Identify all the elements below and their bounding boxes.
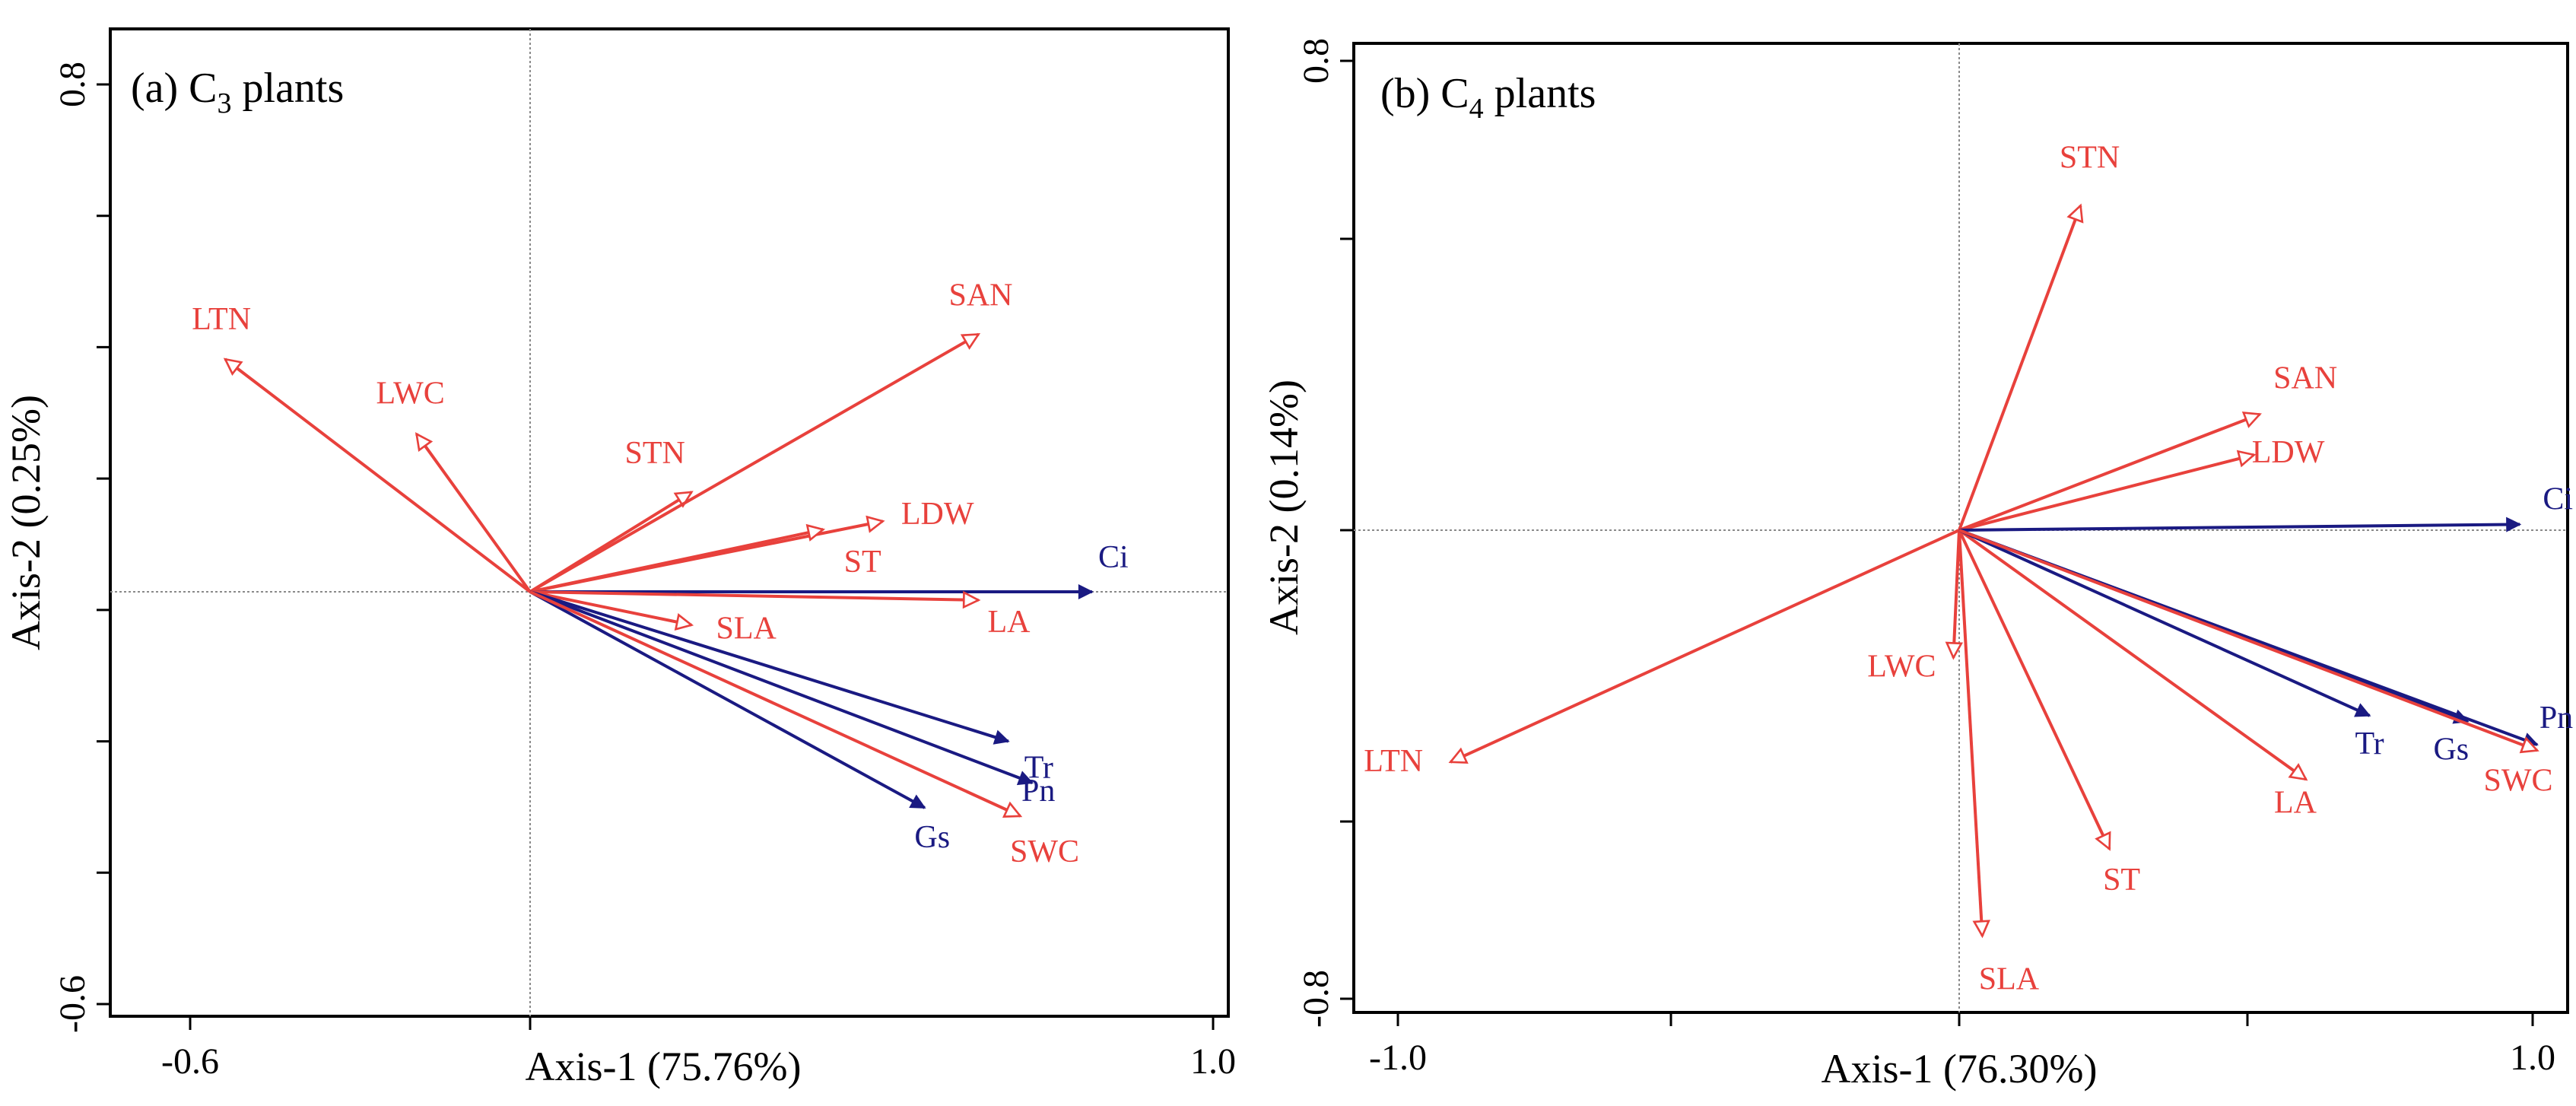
plot-frame <box>109 27 1230 1018</box>
vector-label-ldw: LDW <box>901 497 974 532</box>
vector-ltn <box>223 358 532 593</box>
vector-label-ldw: LDW <box>2252 435 2325 470</box>
vector-label-st: ST <box>844 545 881 580</box>
vector-san <box>529 332 981 593</box>
x-tick-label: 1.0 <box>1190 1041 1236 1082</box>
panel-title: (b) C4 plants <box>1380 70 1596 125</box>
vector-la <box>529 590 981 609</box>
x-axis-label: Axis-1 (76.30%) <box>1822 1046 2098 1092</box>
vector-label-st: ST <box>2103 863 2140 898</box>
x-axis-label: Axis-1 (75.76%) <box>526 1044 802 1089</box>
vector-sla <box>1958 529 1990 939</box>
y-axis-label: Axis-2 (0.14%) <box>1261 380 1307 635</box>
vector-label-gs: Gs <box>914 820 950 855</box>
vector-label-stn: STN <box>2060 140 2120 175</box>
plot-frame <box>1352 42 2569 1014</box>
vector-san <box>1958 412 2262 532</box>
y-tick-label: 0.8 <box>1296 38 1336 84</box>
vector-label-pn: Pn <box>1021 774 1055 809</box>
vector-label-ci: Ci <box>1098 540 1129 575</box>
y-axis-label: Axis-2 (0.25%) <box>3 395 49 650</box>
vector-label-la: LA <box>2274 786 2317 821</box>
panel-a: -0.6 1.0 -0.6 0.8 Axis-1 (75.76%) Axis-2 (0.2… <box>3 27 1236 1089</box>
vector-la <box>1958 529 2308 781</box>
vector-label-tr: Tr <box>2355 726 2384 761</box>
vector-swc <box>1958 529 2539 754</box>
vector-gs <box>529 590 926 809</box>
vector-label-swc: SWC <box>1010 834 1079 869</box>
vector-st <box>1958 529 2111 851</box>
vector-label-san: SAN <box>948 278 1012 313</box>
y-tick-label: -0.6 <box>52 975 93 1033</box>
vector-sla <box>529 590 694 631</box>
vector-label-sla: SLA <box>716 612 777 647</box>
vector-label-swc: SWC <box>2483 764 2552 799</box>
vector-ldw <box>1958 450 2257 532</box>
panel-b: -1.0 1.0 -0.8 0.8 Axis-1 (76.30%) Axis-2 (0.1… <box>1261 38 2573 1092</box>
vector-lwc <box>415 432 532 593</box>
x-tick-label: -0.6 <box>161 1041 219 1082</box>
x-tick-label: -1.0 <box>1369 1038 1427 1078</box>
vector-ci <box>1958 516 2522 532</box>
vector-ltn <box>1448 529 1960 764</box>
vector-lwc <box>1945 529 1964 660</box>
vector-label-stn: STN <box>625 436 685 471</box>
vector-label-ltn: LTN <box>1364 744 1423 779</box>
vector-tr <box>1958 529 2371 717</box>
y-tick-label: -0.8 <box>1296 970 1336 1028</box>
panel-title: (a) C3 plants <box>131 65 344 119</box>
vector-label-gs: Gs <box>2433 732 2469 767</box>
x-tick-label: 1.0 <box>2510 1038 2555 1078</box>
vector-swc <box>529 590 1023 818</box>
panel-title-subscript: 3 <box>218 87 232 119</box>
vector-label-san: SAN <box>2273 361 2337 396</box>
vector-stn <box>1958 203 2084 531</box>
vector-label-pn: Pn <box>2539 701 2573 736</box>
panel-title-suffix: plants <box>232 65 345 112</box>
vector-label-ci: Ci <box>2543 481 2573 516</box>
vector-pn <box>529 590 1034 786</box>
panel-title-prefix: (b) C <box>1380 70 1469 117</box>
vector-label-ltn: LTN <box>192 302 251 337</box>
panel-title-prefix: (a) C <box>131 65 218 112</box>
vector-label-lwc: LWC <box>1867 650 1936 685</box>
vector-tr <box>529 590 1010 745</box>
panel-title-subscript: 4 <box>1469 93 1484 125</box>
vector-label-lwc: LWC <box>376 377 445 412</box>
vector-st <box>529 523 826 593</box>
panel-title-suffix: plants <box>1484 70 1596 117</box>
vector-label-sla: SLA <box>1979 961 2040 996</box>
vector-label-la: LA <box>988 605 1031 640</box>
y-tick-label: 0.8 <box>52 62 93 107</box>
